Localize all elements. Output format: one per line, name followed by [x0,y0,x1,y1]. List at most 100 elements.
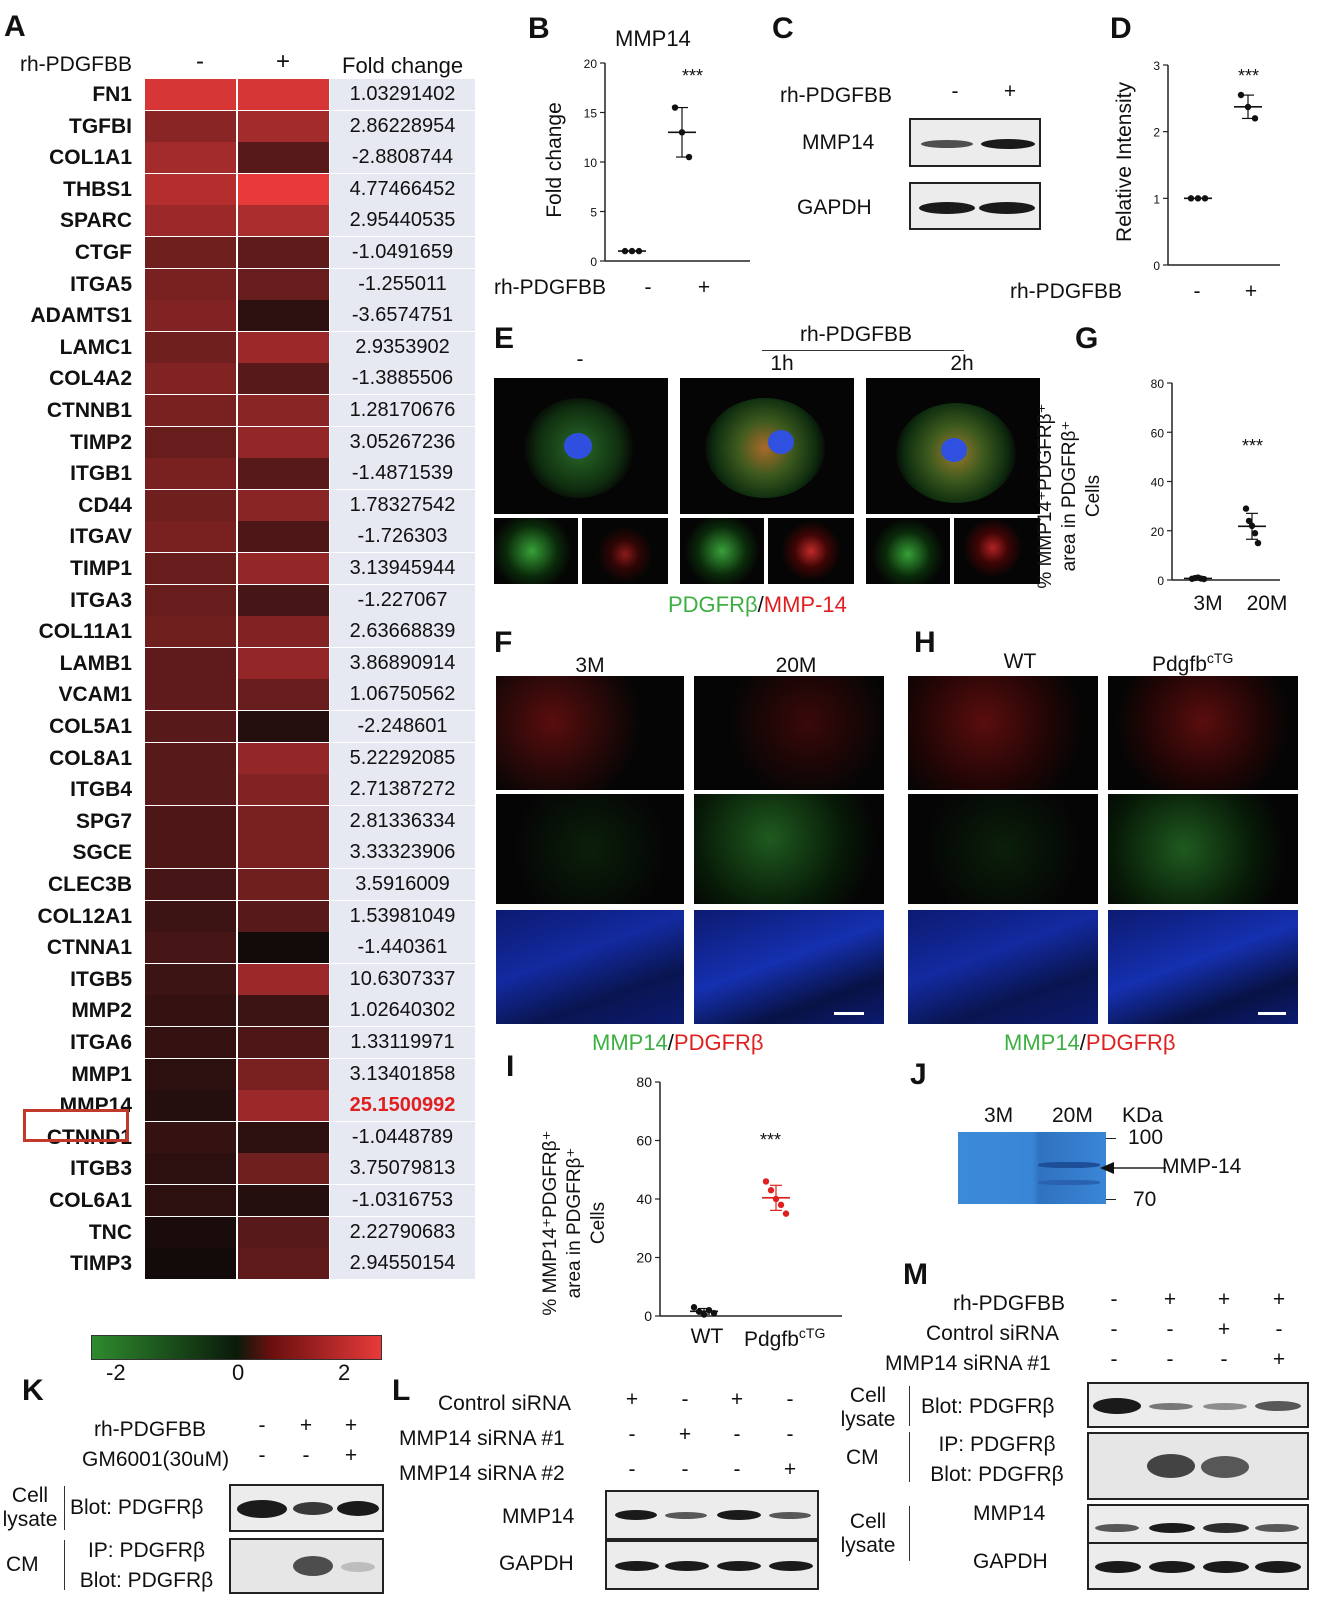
panel-e-image-1h [680,378,854,514]
heatmap-cell-plus [238,869,329,900]
treatment-sign: - [628,1423,636,1446]
panel-j-gel [958,1132,1106,1204]
panel-h-col-wt: WT [1003,650,1037,673]
gene-label: CTNNB1 [46,399,132,422]
panel-e-inset-green-2h [866,518,950,584]
panel-i-ylabel: % MMP14⁺PDGFRβ⁺ area in PDGFRβ⁺ Cells [540,1130,609,1316]
panel-h-col-pdgfb: PdgfbcTG [1152,650,1234,676]
heatmap-cell-minus [145,585,236,616]
fold-change-value: 1.33119971 [330,1027,475,1058]
panel-f-green-20m [694,794,884,904]
heatmap-cell-plus [238,1248,329,1279]
treatment-sign: - [786,1388,794,1411]
heatmap-col-plus: + [275,48,290,75]
treatment-sign: + [1217,1288,1231,1311]
heatmap-cell-plus [238,585,329,616]
gene-label: TIMP3 [70,1252,132,1275]
heatmap-cell-plus [238,205,329,236]
heatmap-cell-minus [145,932,236,963]
panel-m-cm-label: CM [846,1446,879,1469]
data-point [782,1210,790,1217]
panel-e-col-2h: 2h [950,352,974,375]
panel-c-label: C [772,12,794,45]
data-point [1244,103,1252,111]
heatmap-cell-plus [238,1217,329,1248]
panel-f-col-3m: 3M [575,654,605,677]
heatmap-cell-minus [145,427,236,458]
panel-j-marker-100: 100 [1128,1126,1164,1149]
heatmap-cell-minus [145,490,236,521]
treatment-sign: + [1272,1348,1286,1371]
panel-e-label: E [494,322,515,355]
panel-g-label: G [1075,322,1099,355]
heatmap-cell-plus [238,711,329,742]
panel-c-blot-mmp14 [909,118,1041,167]
panel-l-row-mmp14: MMP14 [502,1505,575,1528]
data-point [777,1201,785,1209]
heatmap-cell-plus [238,363,329,394]
heatmap-cell-plus [238,1059,329,1090]
data-point [1194,195,1202,202]
gene-label: COL6A1 [49,1189,132,1212]
treatment-sign: - [1166,1348,1174,1371]
panel-d-significance: *** [1238,66,1260,86]
heatmap-cell-plus [238,1027,329,1058]
panel-m-label: M [903,1258,928,1291]
heatmap-cell-plus [238,964,329,995]
heatmap-cell-plus [238,901,329,932]
gene-label: TIMP2 [70,431,132,454]
panel-h-label: H [914,626,936,659]
scale-tick-2: 2 [338,1360,351,1385]
heatmap-cell-plus [238,237,329,268]
heatmap-cell-minus [145,774,236,805]
panel-l-label: L [392,1374,411,1407]
data-point [678,129,686,136]
panel-e-caption: PDGFRβ/MMP-14 [668,592,847,617]
gene-label: ITGB3 [70,1157,132,1180]
data-point [695,1308,703,1315]
heatmap-cell-plus [238,490,329,521]
panel-c-row-gapdh: GAPDH [797,196,872,219]
panel-l-blot-gapdh [605,1540,819,1590]
treatment-sign: + [1163,1288,1177,1311]
data-point [767,1187,775,1194]
heatmap-treatment-label: rh-PDGFBB [20,53,133,76]
fold-change-value: -2.248601 [330,711,475,742]
highlight-box-mmp14 [23,1109,129,1142]
panel-g-xtick-3m: 3M [1193,592,1223,615]
treatment-sign: + [1272,1288,1286,1311]
gene-label: SPARC [60,209,132,232]
heatmap-cell-plus [238,774,329,805]
fold-change-value: 10.6307337 [330,964,475,995]
heatmap-cell-plus [238,1090,329,1121]
y-tick-label: 20 [636,1250,652,1266]
panel-g-ylabel: % MMP14⁺PDGFRβ⁺ area in PDGFRβ⁺ Cells [1035,403,1104,589]
data-point [1242,505,1250,512]
fold-change-value: 5.22292085 [330,743,475,774]
panel-d-xtick-minus: - [1193,280,1201,303]
y-tick-label: 2 [1153,126,1160,140]
fold-change-value: 3.13401858 [330,1059,475,1090]
panel-l-blot-mmp14 [605,1490,819,1540]
panel-l-r3-label: MMP14 siRNA #2 [399,1462,565,1485]
heatmap-cell-plus [238,427,329,458]
treatment-sign: - [733,1458,741,1481]
scale-tick-neg2: -2 [106,1360,126,1385]
y-tick-label: 1 [1153,192,1160,206]
y-tick-label: 5 [590,206,597,220]
fold-change-value: 1.06750562 [330,679,475,710]
panel-l-r1-label: Control siRNA [438,1392,572,1415]
panel-j-col-3m: 3M [984,1104,1014,1127]
heatmap-cell-minus [145,806,236,837]
heatmap-cell-plus [238,458,329,489]
heatmap-cell-minus [145,300,236,331]
treatment-sign: + [678,1423,692,1446]
heatmap-cell-plus [238,648,329,679]
treatment-sign: - [1166,1318,1174,1341]
gene-label: MMP1 [71,1063,132,1086]
panel-i-plot: 0 20 40 60 80 [636,1074,842,1324]
gene-label: COL12A1 [37,905,132,928]
panel-m-ip-labels: IP: PDGFRβ Blot: PDGFRβ [930,1433,1064,1486]
data-point [705,1306,713,1314]
heatmap-cell-minus [145,111,236,142]
